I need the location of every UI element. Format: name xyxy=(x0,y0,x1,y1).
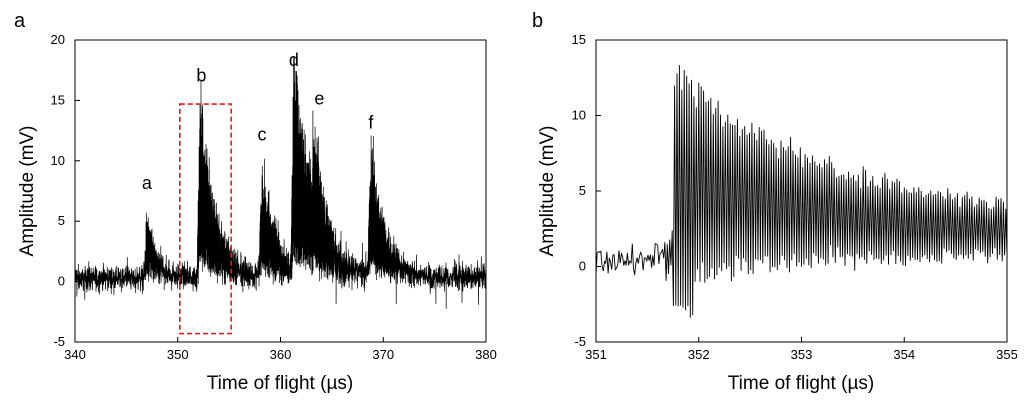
chart-a-ytick: 5 xyxy=(58,213,65,228)
chart-a-frame xyxy=(74,39,487,343)
chart-a-xtick: 350 xyxy=(167,347,189,362)
chart-b-frame xyxy=(595,39,1008,343)
peak-label-a: a xyxy=(142,173,153,193)
chart-a-ytick: 15 xyxy=(51,92,65,107)
chart-b-series xyxy=(595,65,1008,318)
chart-a-ytick: -5 xyxy=(53,334,65,349)
chart-b-xtick: 353 xyxy=(791,347,813,362)
peak-label-b: b xyxy=(196,66,206,86)
chart-b: 351 352 353 354 355 -5 0 5 10 15 Time of… xyxy=(537,32,1018,394)
chart-a-xtick: 360 xyxy=(270,347,292,362)
chart-b-xtick: 355 xyxy=(996,347,1018,362)
chart-a-ticks xyxy=(74,39,487,343)
peak-label-c: c xyxy=(258,125,267,145)
chart-a-ytick: 10 xyxy=(51,153,65,168)
chart-b-ticks xyxy=(595,39,1008,343)
chart-a-xlabel: Time of flight (µs) xyxy=(207,373,353,394)
chart-b-ytick: 0 xyxy=(579,259,586,274)
peak-label-d: d xyxy=(289,50,299,70)
panel-letter-a: a xyxy=(14,10,26,32)
chart-a-ytick: 0 xyxy=(58,274,65,289)
chart-a-xtick: 370 xyxy=(372,347,394,362)
chart-b-xtick: 354 xyxy=(893,347,915,362)
chart-b-signal-line xyxy=(595,65,1008,318)
chart-a-signal-line xyxy=(74,56,487,309)
highlight-box xyxy=(179,103,232,335)
chart-b-xtick: 352 xyxy=(688,347,710,362)
chart-a-xtick: 340 xyxy=(64,347,86,362)
chart-b-ytick: 5 xyxy=(579,183,586,198)
chart-b-xlabel: Time of flight (µs) xyxy=(728,373,874,394)
chart-b-ytick: -5 xyxy=(574,334,586,349)
chart-a: 340 350 360 370 380 -5 0 5 10 15 20 Time… xyxy=(17,32,497,394)
chart-b-xtick: 351 xyxy=(585,347,607,362)
chart-a-ylabel: Amplitude (mV) xyxy=(17,126,38,257)
chart-a-xtick: 380 xyxy=(475,347,497,362)
peak-label-e: e xyxy=(314,88,324,108)
chart-a-ytick: 20 xyxy=(51,32,65,47)
panel-letter-b: b xyxy=(532,10,543,32)
chart-b-ylabel: Amplitude (mV) xyxy=(537,126,558,257)
peak-label-f: f xyxy=(368,113,374,133)
chart-a-series xyxy=(74,56,487,309)
chart-b-ytick: 10 xyxy=(572,108,586,123)
chart-b-ytick: 15 xyxy=(572,32,586,47)
